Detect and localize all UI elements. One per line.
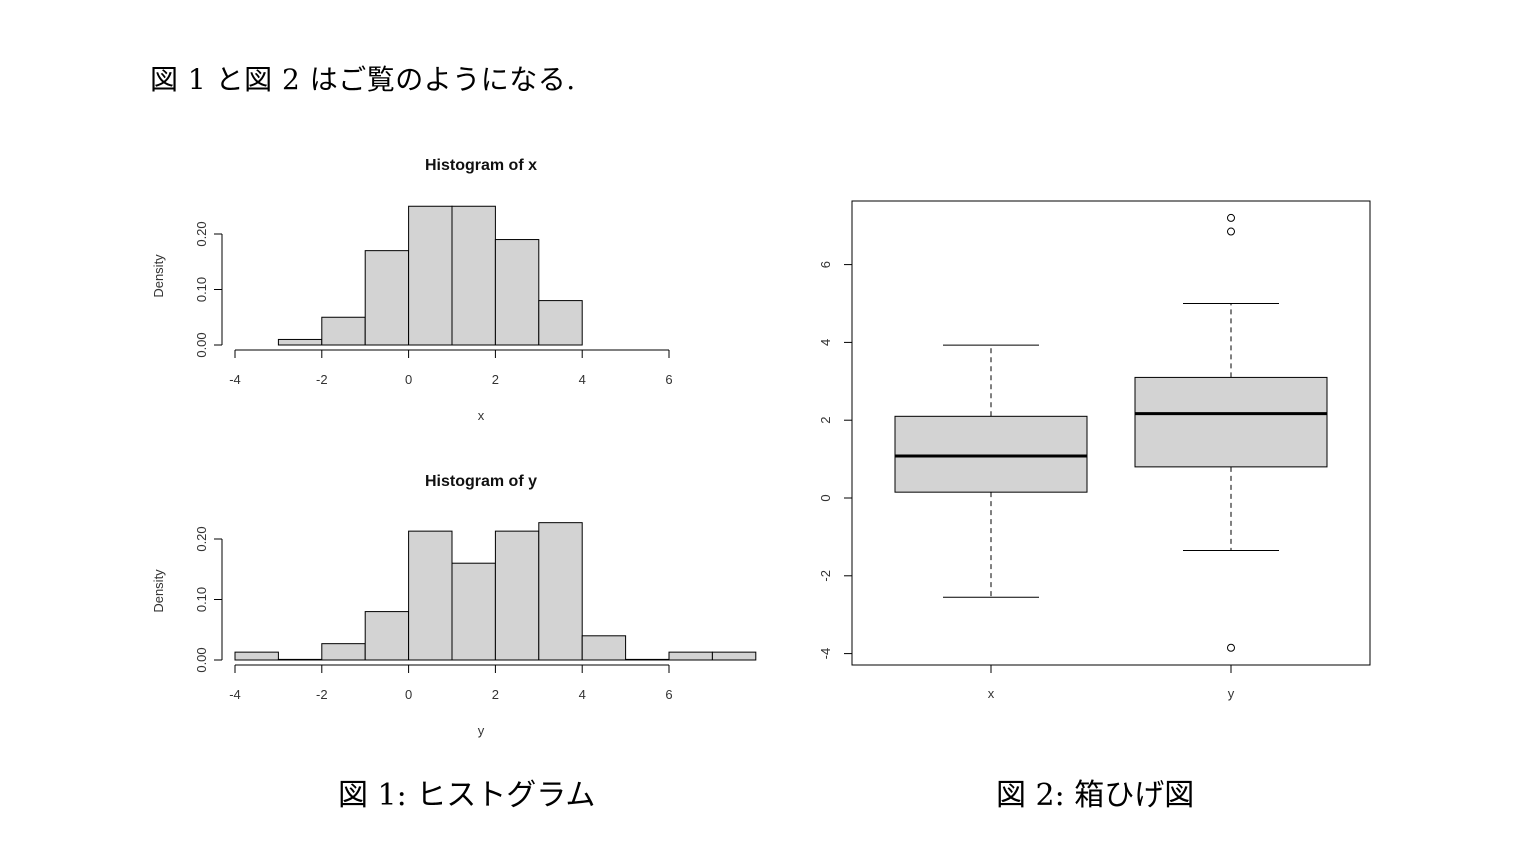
y-tick-label: 0.00 bbox=[194, 332, 209, 357]
boxplot: -4 -2 0 2 4 6 x y bbox=[818, 200, 1371, 701]
x-tick-label: 4 bbox=[579, 687, 586, 702]
x-tick-label: -2 bbox=[316, 372, 328, 387]
x-tick-label: -4 bbox=[229, 372, 241, 387]
x-axis-label: x bbox=[478, 408, 485, 423]
histogram-bar bbox=[625, 658, 670, 661]
y-tick-label: 0 bbox=[818, 494, 833, 501]
chart-title: Histogram of x bbox=[425, 157, 537, 174]
outlier-point bbox=[1227, 227, 1235, 236]
histogram-bar bbox=[494, 530, 540, 661]
histogram-bar bbox=[451, 562, 496, 661]
histogram-bar bbox=[408, 530, 453, 661]
box-iqr bbox=[894, 415, 1088, 493]
histogram-bar bbox=[321, 643, 366, 661]
x-tick-label: 2 bbox=[492, 372, 499, 387]
plot-frame bbox=[851, 200, 1371, 666]
histogram-x: -4 -2 0 2 4 6 0.00 0.10 0.20 Histogram of x x Densi… bbox=[151, 157, 673, 423]
histogram-bar bbox=[321, 316, 366, 346]
histogram-bar bbox=[364, 611, 410, 661]
y-tick-label: 2 bbox=[818, 417, 833, 424]
y-tick-label: 0.00 bbox=[194, 647, 209, 672]
x-tick-label: 6 bbox=[665, 372, 672, 387]
x-tick-label: 0 bbox=[405, 687, 412, 702]
histogram-bar bbox=[668, 651, 713, 661]
histogram-bar bbox=[277, 338, 323, 346]
figure-2-caption: 図 2: 箱ひげ図 bbox=[996, 778, 1195, 813]
histogram-bar bbox=[451, 205, 496, 346]
histogram-bar bbox=[408, 205, 453, 346]
box-iqr bbox=[1134, 376, 1328, 468]
histogram-bar bbox=[494, 239, 540, 346]
y-axis-label: Density bbox=[151, 254, 166, 298]
histogram-bar bbox=[234, 651, 279, 661]
group-label: y bbox=[1228, 686, 1235, 701]
histogram-bar bbox=[538, 300, 583, 346]
y-tick-label: -4 bbox=[818, 648, 833, 660]
y-tick-label: 0.10 bbox=[194, 587, 209, 612]
outlier-point bbox=[1227, 643, 1235, 652]
x-tick-label: 6 bbox=[665, 687, 672, 702]
y-tick-label: 4 bbox=[818, 339, 833, 346]
chart-title: Histogram of y bbox=[425, 473, 537, 490]
histogram-y: -4 -2 0 2 4 6 0.00 0.10 0.20 Histogram of y y Densi… bbox=[151, 473, 757, 738]
figure-1-caption: 図 1: ヒストグラム bbox=[338, 778, 596, 813]
histogram-bar bbox=[277, 658, 323, 661]
x-tick-label: -2 bbox=[316, 687, 328, 702]
y-tick-label: 0.10 bbox=[194, 277, 209, 302]
y-axis-label: Density bbox=[151, 569, 166, 613]
y-tick-label: -2 bbox=[818, 570, 833, 582]
y-tick-label: 0.20 bbox=[194, 221, 209, 246]
x-tick-label: 4 bbox=[579, 372, 586, 387]
x-tick-label: 0 bbox=[405, 372, 412, 387]
x-tick-label: -4 bbox=[229, 687, 241, 702]
histogram-bar bbox=[581, 635, 627, 661]
intro-sentence: 図 1 と図 2 はご覧のようになる. bbox=[150, 63, 576, 96]
x-tick-label: 2 bbox=[492, 687, 499, 702]
y-tick-label: 0.20 bbox=[194, 526, 209, 551]
y-tick-label: 6 bbox=[818, 261, 833, 268]
histogram-bar bbox=[538, 522, 583, 661]
histogram-bar bbox=[364, 250, 410, 346]
outlier-point bbox=[1227, 213, 1235, 222]
x-axis-label: y bbox=[478, 723, 485, 738]
histogram-bar bbox=[711, 651, 757, 661]
group-label: x bbox=[988, 686, 995, 701]
